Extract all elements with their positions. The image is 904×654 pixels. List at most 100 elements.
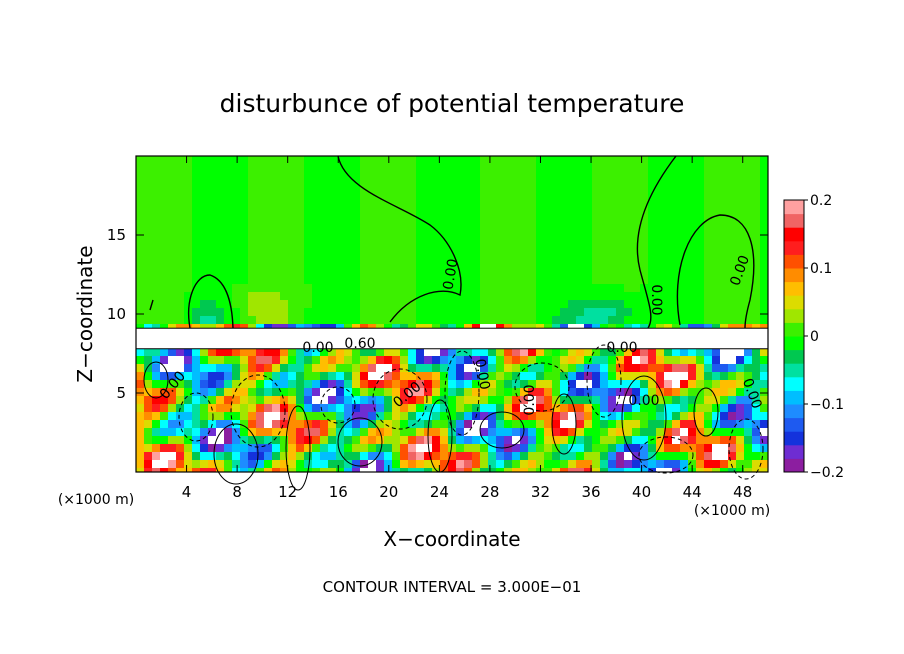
field-cell: [744, 348, 752, 356]
field-cell: [256, 236, 264, 244]
contour-loop: [320, 386, 356, 424]
field-cell: [376, 460, 384, 468]
field-cell: [512, 188, 520, 196]
field-cell: [328, 364, 336, 372]
field-cell: [360, 316, 368, 324]
field-cell: [456, 212, 464, 220]
field-cell: [176, 260, 184, 268]
field-cell: [448, 276, 456, 284]
field-cell: [176, 364, 184, 372]
field-cell: [320, 452, 328, 460]
field-cell: [704, 300, 712, 308]
field-cell: [304, 212, 312, 220]
field-cell: [496, 364, 504, 372]
field-cell: [560, 164, 568, 172]
field-cell: [280, 212, 288, 220]
field-cell: [640, 260, 648, 268]
field-cell: [224, 316, 232, 324]
field-cell: [640, 308, 648, 316]
field-cell: [600, 164, 608, 172]
field-cell: [368, 196, 376, 204]
field-cell: [304, 404, 312, 412]
field-cell: [744, 444, 752, 452]
field-cell: [640, 188, 648, 196]
field-cell: [432, 412, 440, 420]
contour-label: 0.60: [344, 336, 375, 352]
field-cell: [624, 228, 632, 236]
field-cell: [592, 372, 600, 380]
field-cell: [256, 196, 264, 204]
field-cell: [416, 164, 424, 172]
field-cell: [704, 444, 712, 452]
field-cell: [480, 188, 488, 196]
field-cell: [424, 468, 432, 472]
field-cell: [576, 372, 584, 380]
field-cell: [344, 468, 352, 472]
field-cell: [472, 372, 480, 380]
field-cell: [208, 228, 216, 236]
field-cell: [336, 252, 344, 260]
field-cell: [600, 212, 608, 220]
field-cell: [664, 228, 672, 236]
field-cell: [208, 452, 216, 460]
field-cell: [344, 308, 352, 316]
field-cell: [184, 212, 192, 220]
field-cell: [472, 252, 480, 260]
field-cell: [392, 292, 400, 300]
field-cell: [712, 364, 720, 372]
field-cell: [608, 284, 616, 292]
field-cell: [520, 164, 528, 172]
field-cell: [336, 196, 344, 204]
field-cell: [760, 444, 768, 452]
field-cell: [416, 380, 424, 388]
field-cell: [536, 260, 544, 268]
field-cell: [384, 444, 392, 452]
field-cell: [248, 452, 256, 460]
field-cell: [368, 316, 376, 324]
field-cell: [744, 172, 752, 180]
field-cell: [352, 436, 360, 444]
field-cell: [328, 412, 336, 420]
field-cell: [224, 428, 232, 436]
field-cell: [280, 204, 288, 212]
field-cell: [512, 436, 520, 444]
field-cell: [456, 372, 464, 380]
field-cell: [232, 316, 240, 324]
field-cell: [704, 420, 712, 428]
field-cell: [328, 212, 336, 220]
field-cell: [320, 188, 328, 196]
field-cell: [544, 364, 552, 372]
field-cell: [488, 188, 496, 196]
field-cell: [160, 316, 168, 324]
field-cell: [696, 460, 704, 468]
field-cell: [368, 276, 376, 284]
field-cell: [616, 180, 624, 188]
field-cell: [400, 380, 408, 388]
field-cell: [184, 220, 192, 228]
field-cell: [520, 412, 528, 420]
field-cell: [296, 284, 304, 292]
field-cell: [736, 220, 744, 228]
field-cell: [704, 204, 712, 212]
field-cell: [712, 196, 720, 204]
field-cell: [760, 460, 768, 468]
field-cell: [304, 364, 312, 372]
field-cell: [440, 252, 448, 260]
field-cell: [720, 468, 728, 472]
field-cell: [336, 180, 344, 188]
field-cell: [536, 316, 544, 324]
field-cell: [288, 460, 296, 468]
field-cell: [544, 412, 552, 420]
field-cell: [696, 172, 704, 180]
field-cell: [160, 164, 168, 172]
field-cell: [328, 404, 336, 412]
field-cell: [616, 308, 624, 316]
field-cell: [256, 436, 264, 444]
field-cell: [584, 444, 592, 452]
field-cell: [184, 372, 192, 380]
field-cell: [456, 348, 464, 356]
field-cell: [312, 236, 320, 244]
field-cell: [720, 436, 728, 444]
field-cell: [568, 404, 576, 412]
field-cell: [248, 436, 256, 444]
